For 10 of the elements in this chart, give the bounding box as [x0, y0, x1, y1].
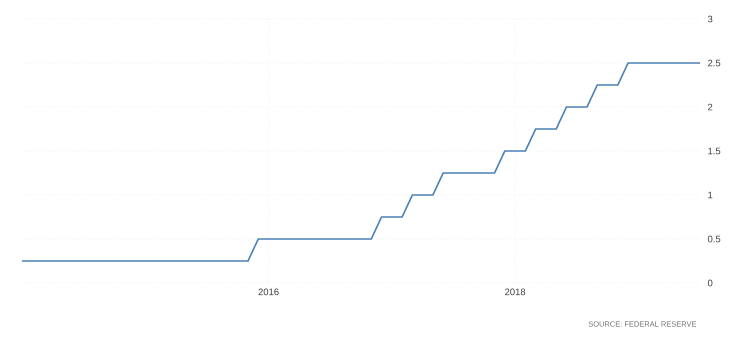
- y-tick-label: 3: [708, 16, 712, 22]
- y-tick-label: 2: [708, 104, 712, 110]
- y-tick-label: 0: [708, 280, 712, 286]
- y-tick-label: 0.5: [708, 236, 720, 242]
- line-series: [22, 62, 700, 262]
- y-tick-label: 1: [708, 192, 712, 198]
- y-tick-label: 1.5: [708, 148, 720, 154]
- x-tick-label: 2016: [258, 288, 279, 296]
- y-tick-label: 2.5: [708, 60, 720, 66]
- x-tick-label: 2018: [505, 288, 526, 296]
